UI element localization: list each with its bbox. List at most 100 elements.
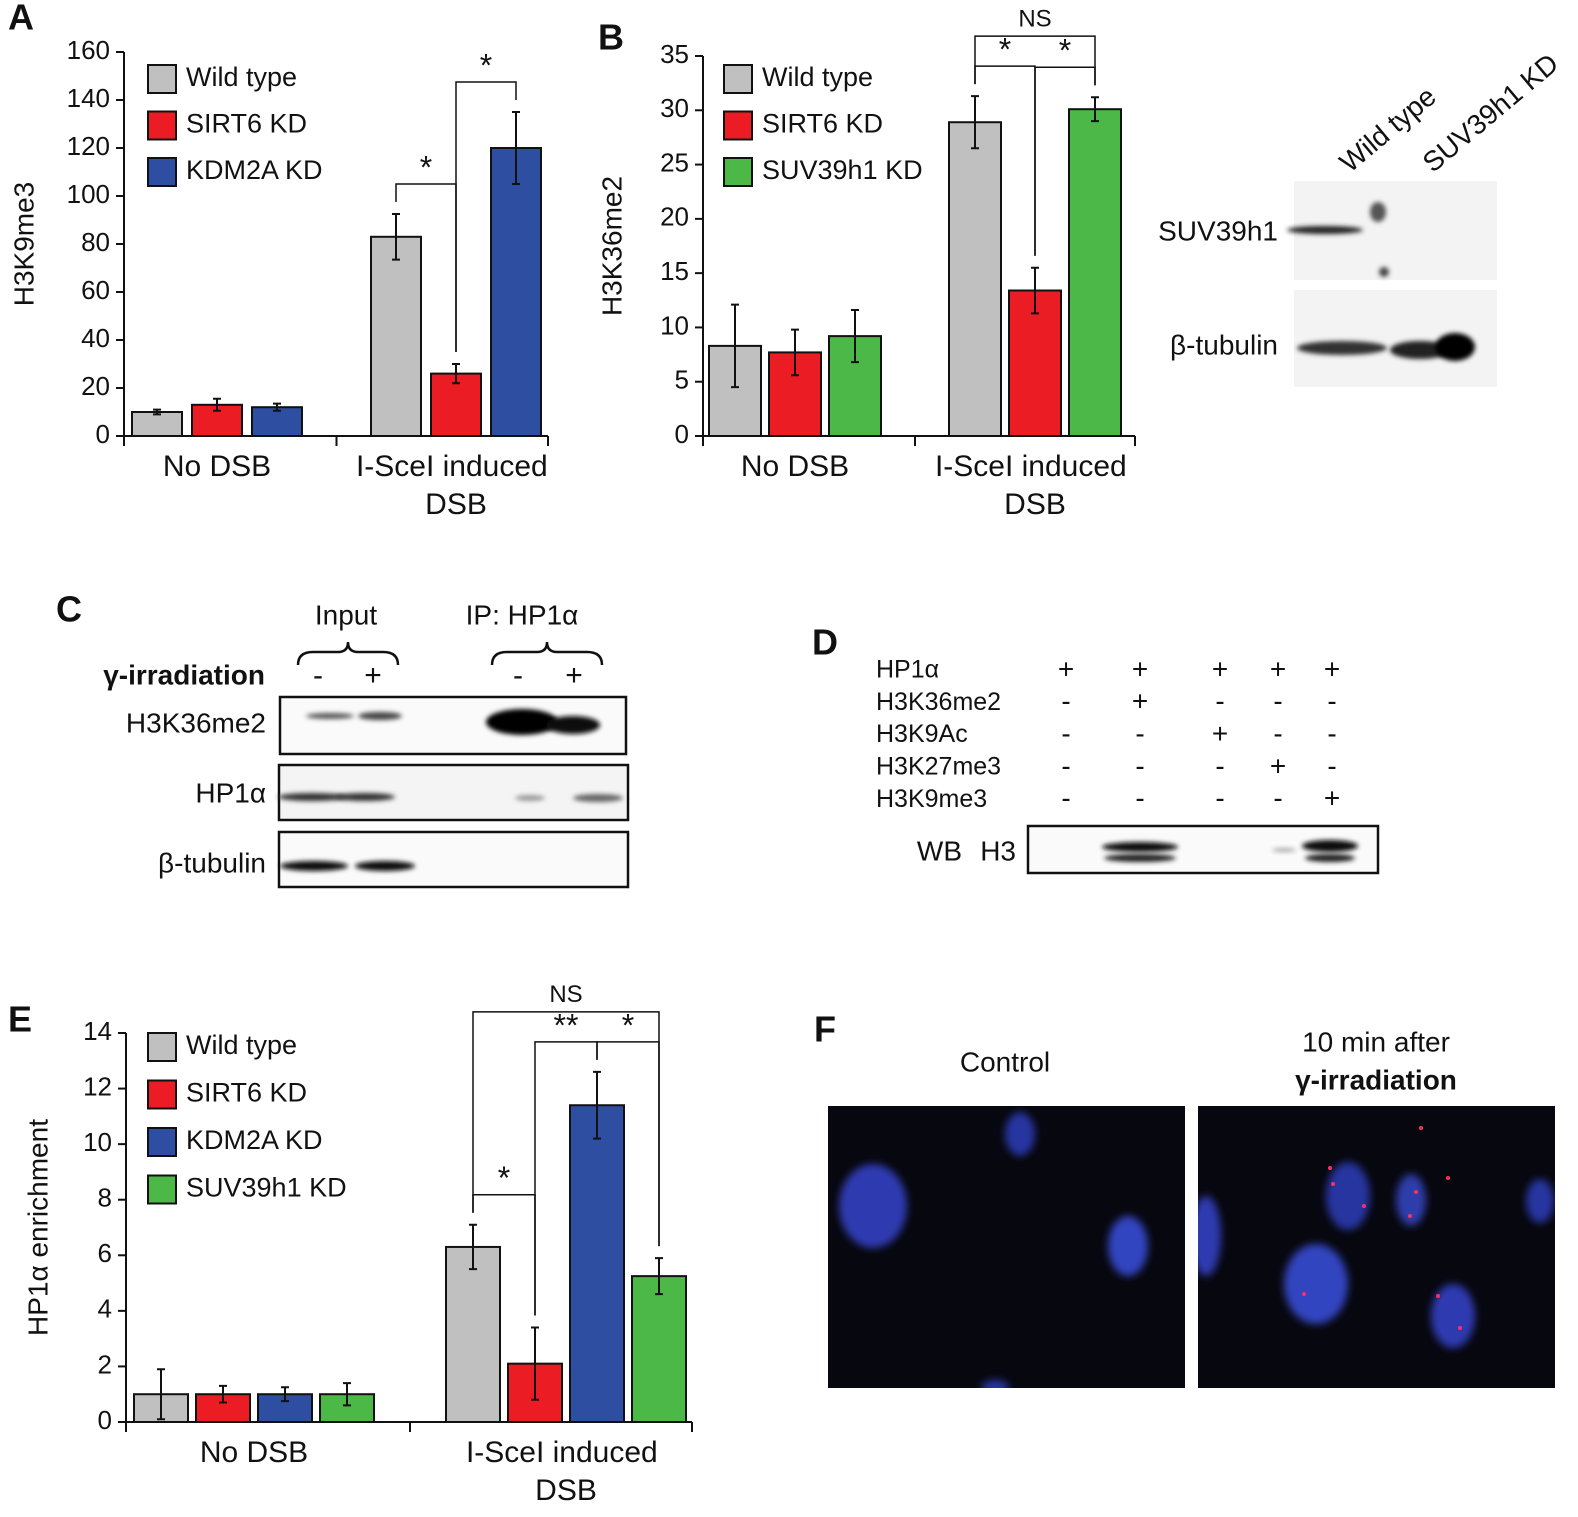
band xyxy=(358,712,402,720)
band xyxy=(306,713,354,719)
band xyxy=(1390,341,1450,359)
sign: - xyxy=(1273,783,1282,814)
legend-label: KDM2A KD xyxy=(186,155,323,185)
panel-label: D xyxy=(812,622,838,663)
legend-label: Wild type xyxy=(186,62,297,92)
y-tick-label: 14 xyxy=(83,1016,112,1046)
significance-bracket xyxy=(455,81,517,352)
row-label: H3K9Ac xyxy=(876,720,968,748)
blot-b: Wild type SUV39h1 KD SUV39h1 β-tubulin xyxy=(1158,47,1564,387)
y-tick-label: 10 xyxy=(83,1127,112,1157)
x-category-label: No DSB xyxy=(200,1436,308,1469)
sign: - xyxy=(1061,783,1070,814)
bar xyxy=(490,147,542,437)
y-tick-label: 6 xyxy=(98,1238,112,1268)
error-bar xyxy=(1031,266,1039,315)
legend-label: SUV39h1 KD xyxy=(762,155,923,185)
significance-label: * xyxy=(420,149,432,185)
y-tick-label: 0 xyxy=(96,419,110,449)
sign: + xyxy=(1324,653,1340,684)
y-tick-label: 40 xyxy=(81,323,110,353)
x-category-label: I-SceI induced DSB xyxy=(356,450,556,521)
sign: + xyxy=(1132,686,1148,717)
error-bar xyxy=(655,1257,663,1296)
blot-image xyxy=(277,763,630,822)
lane-sign: - xyxy=(513,659,523,692)
sign: - xyxy=(1215,750,1224,781)
sign: + xyxy=(1212,718,1228,749)
row-label: β-tubulin xyxy=(158,847,266,878)
readout-label: WB xyxy=(917,835,962,866)
band xyxy=(1302,840,1358,852)
legend-swatch xyxy=(723,110,753,141)
lane-sign: + xyxy=(565,659,583,692)
sign: + xyxy=(1058,653,1074,684)
y-tick-label: 25 xyxy=(660,147,689,177)
image-title: γ-irradiation xyxy=(1295,1064,1457,1095)
readout-label: H3 xyxy=(980,835,1016,866)
error-bar xyxy=(153,408,161,416)
error-bar xyxy=(791,328,799,377)
y-tick-label: 120 xyxy=(67,131,110,161)
sign: - xyxy=(1215,686,1224,717)
sign: - xyxy=(1327,686,1336,717)
band xyxy=(573,794,623,802)
legend-swatch xyxy=(147,1079,177,1110)
sign: + xyxy=(1270,750,1286,781)
bar xyxy=(131,411,183,437)
error-bar xyxy=(851,309,859,364)
brace xyxy=(296,641,400,666)
bar xyxy=(370,235,422,437)
y-tick-label: 5 xyxy=(675,365,689,395)
significance-label: NS xyxy=(1018,6,1051,33)
sign: - xyxy=(1135,783,1144,814)
y-tick-label: 80 xyxy=(81,227,110,257)
treatment-label: γ-irradiation xyxy=(103,659,265,690)
error-bar xyxy=(593,1070,601,1140)
x-category-label: No DSB xyxy=(741,450,849,483)
y-tick-label: 2 xyxy=(98,1349,112,1379)
micrograph xyxy=(828,1106,1185,1388)
panel-f: Control 10 min after γ-irradiation xyxy=(828,1026,1555,1388)
row-label: H3K9me3 xyxy=(876,785,987,813)
brace xyxy=(490,641,604,666)
row-label: HP1α xyxy=(195,777,266,808)
band xyxy=(1287,226,1363,234)
y-tick-label: 35 xyxy=(660,39,689,69)
bar xyxy=(1068,108,1122,437)
legend-label: SIRT6 KD xyxy=(762,109,883,139)
error-bar xyxy=(219,1384,227,1404)
band xyxy=(1435,333,1475,361)
sign: - xyxy=(1215,783,1224,814)
band xyxy=(1305,854,1355,862)
legend-swatch xyxy=(723,64,753,94)
band xyxy=(515,795,545,801)
significance-label: NS xyxy=(549,981,582,1008)
lane-label: SUV39h1 KD xyxy=(1417,47,1565,178)
error-bar xyxy=(1091,96,1099,123)
band xyxy=(1379,267,1389,277)
error-bar xyxy=(971,95,979,150)
legend-swatch xyxy=(147,110,177,141)
row-label: SUV39h1 xyxy=(1158,215,1278,246)
legend-label: SUV39h1 KD xyxy=(186,1173,347,1203)
legend-swatch xyxy=(147,157,177,187)
bar xyxy=(948,121,1002,437)
sign: - xyxy=(1273,718,1282,749)
sign: + xyxy=(1132,653,1148,684)
y-tick-label: 20 xyxy=(660,202,689,232)
band xyxy=(1104,854,1176,862)
sign: - xyxy=(1061,718,1070,749)
significance-label: ** xyxy=(554,1007,579,1043)
row-label: β-tubulin xyxy=(1170,329,1278,360)
y-tick-label: 0 xyxy=(98,1405,112,1435)
band xyxy=(486,709,558,735)
error-bar xyxy=(281,1386,289,1403)
error-bar xyxy=(273,402,281,412)
legend-swatch xyxy=(723,157,753,187)
band xyxy=(546,716,600,734)
y-axis-label: HP1α enrichment xyxy=(22,1119,53,1336)
significance-label: * xyxy=(498,1160,510,1196)
legend-label: SIRT6 KD xyxy=(186,1078,307,1108)
